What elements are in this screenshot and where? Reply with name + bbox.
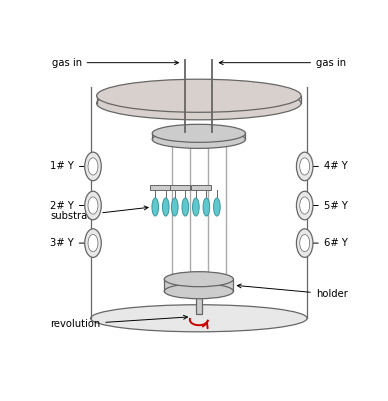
Ellipse shape [203, 198, 210, 216]
Text: revolution: revolution [50, 315, 187, 329]
Ellipse shape [164, 271, 234, 287]
Ellipse shape [85, 229, 101, 257]
Bar [151, 185, 171, 190]
Ellipse shape [152, 198, 159, 216]
Ellipse shape [296, 191, 313, 220]
Ellipse shape [192, 198, 199, 216]
Ellipse shape [97, 87, 301, 120]
Ellipse shape [90, 305, 307, 332]
Ellipse shape [85, 191, 101, 220]
Ellipse shape [85, 152, 101, 181]
Text: 5# Y: 5# Y [300, 200, 348, 211]
Ellipse shape [88, 197, 98, 214]
Ellipse shape [300, 158, 310, 175]
Ellipse shape [152, 124, 246, 142]
Ellipse shape [163, 198, 169, 216]
Bar [170, 185, 190, 190]
Text: substrate: substrate [50, 206, 148, 221]
Text: gas in: gas in [52, 58, 178, 68]
Ellipse shape [296, 229, 313, 257]
Ellipse shape [152, 130, 246, 148]
Ellipse shape [213, 198, 220, 216]
Ellipse shape [88, 235, 98, 252]
Bar [97, 96, 301, 103]
Ellipse shape [97, 79, 301, 112]
Text: 6# Y: 6# Y [300, 238, 348, 248]
Bar [152, 134, 246, 140]
Text: holder: holder [237, 284, 348, 299]
Text: 2# Y: 2# Y [50, 200, 97, 211]
Text: gas in: gas in [219, 58, 346, 68]
Ellipse shape [300, 235, 310, 252]
Bar [164, 279, 234, 291]
Text: 1# Y: 1# Y [50, 162, 97, 171]
Text: 4# Y: 4# Y [300, 162, 348, 171]
Ellipse shape [171, 198, 178, 216]
Bar [196, 291, 202, 314]
Ellipse shape [300, 197, 310, 214]
Text: 3# Y: 3# Y [50, 238, 97, 248]
Ellipse shape [182, 198, 189, 216]
Bar [191, 185, 211, 190]
Ellipse shape [296, 152, 313, 181]
Ellipse shape [88, 158, 98, 175]
Ellipse shape [164, 284, 234, 299]
